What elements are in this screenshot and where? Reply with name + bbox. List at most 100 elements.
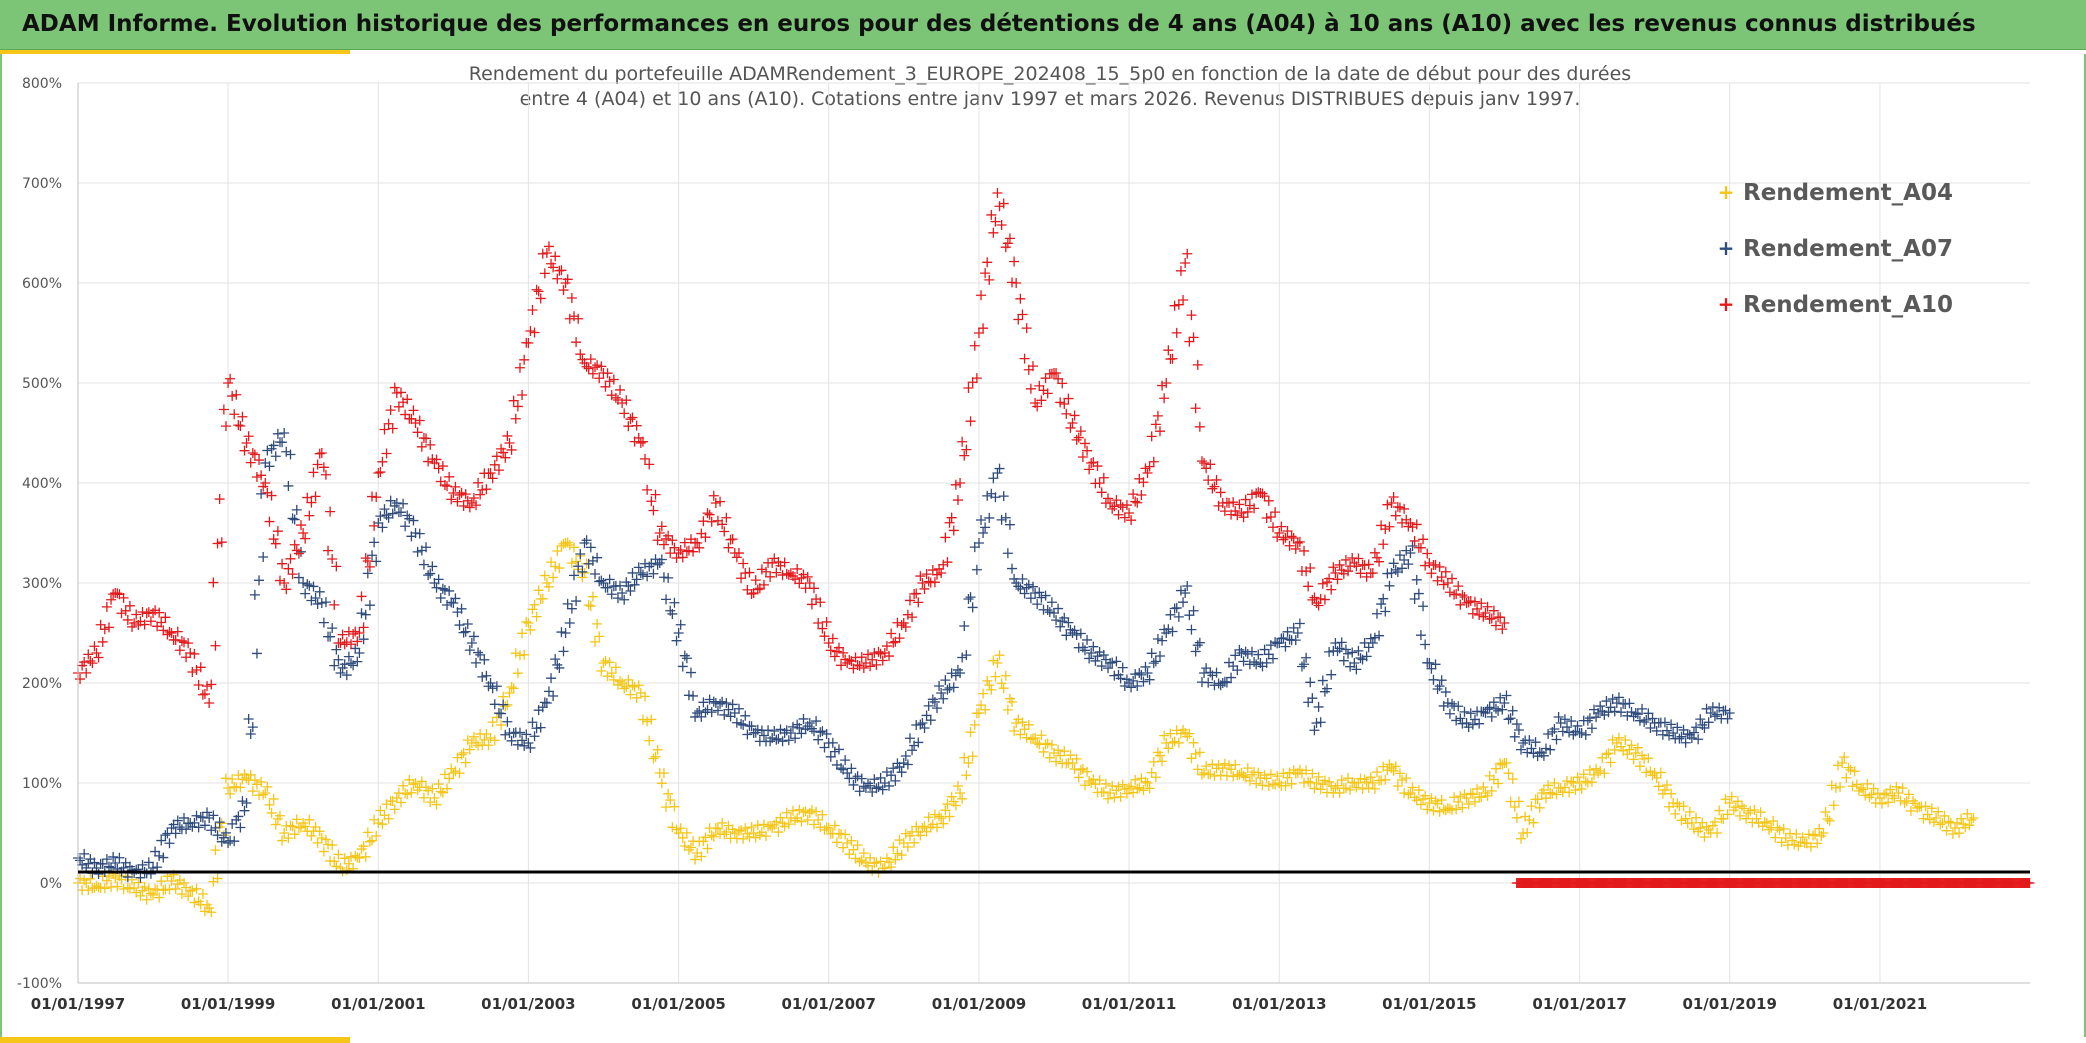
point-rendement-a04 <box>871 857 882 868</box>
point-rendement-a10 <box>1215 487 1226 498</box>
point-rendement-a10 <box>1011 278 1022 288</box>
point-rendement-a10 <box>97 636 108 647</box>
point-rendement-a10 <box>346 639 357 650</box>
y-tick-label: 500% <box>22 376 62 392</box>
point-rendement-a07 <box>808 726 819 737</box>
point-rendement-a10 <box>425 439 436 450</box>
point-rendement-a04 <box>955 788 966 798</box>
point-rendement-a07 <box>671 635 682 646</box>
point-rendement-a10 <box>179 637 190 648</box>
point-rendement-a10 <box>1117 502 1128 513</box>
point-rendement-a10 <box>439 479 450 490</box>
point-rendement-a07 <box>1263 649 1274 660</box>
point-rendement-a04 <box>1015 729 1026 740</box>
point-rendement-a04 <box>869 858 880 869</box>
point-rendement-a10 <box>143 607 154 618</box>
point-rendement-a10 <box>1228 497 1239 508</box>
point-rendement-a10 <box>487 473 498 484</box>
point-rendement-a10 <box>921 569 932 580</box>
point-rendement-a07 <box>79 848 90 859</box>
point-rendement-a04 <box>661 802 672 813</box>
point-rendement-a10 <box>1440 566 1451 577</box>
point-rendement-a04 <box>148 890 159 900</box>
point-rendement-a07 <box>1305 677 1316 688</box>
point-rendement-a04 <box>1324 776 1335 787</box>
point-rendement-a10 <box>896 620 907 631</box>
point-rendement-a10 <box>1486 613 1497 624</box>
point-rendement-a07 <box>391 498 402 508</box>
point-rendement-a07 <box>938 693 949 704</box>
point-rendement-a04 <box>646 714 657 725</box>
point-rendement-a04 <box>1653 781 1664 792</box>
point-rendement-a07 <box>998 491 1009 502</box>
point-rendement-a10 <box>491 451 502 462</box>
point-rendement-a04 <box>1964 820 1975 831</box>
point-rendement-a07 <box>723 704 734 715</box>
point-rendement-a10 <box>815 597 826 608</box>
point-rendement-a04 <box>1228 771 1239 782</box>
point-rendement-a04 <box>389 804 400 815</box>
point-rendement-a07 <box>946 668 957 679</box>
point-rendement-a04 <box>1332 780 1343 791</box>
point-rendement-a04 <box>101 875 112 886</box>
point-rendement-a10 <box>1136 489 1147 500</box>
point-rendement-a10 <box>1040 373 1051 384</box>
point-rendement-a07 <box>1282 626 1293 637</box>
point-rendement-a07 <box>500 729 511 740</box>
point-rendement-a10 <box>295 520 306 531</box>
point-rendement-a07 <box>1211 667 1222 678</box>
point-rendement-a07 <box>1424 658 1435 668</box>
point-rendement-a10 <box>1196 456 1207 467</box>
point-rendement-a10 <box>458 501 469 512</box>
point-rendement-a07 <box>715 698 726 709</box>
point-rendement-a10 <box>243 431 254 442</box>
point-rendement-a04 <box>429 793 440 803</box>
point-rendement-a04 <box>982 675 993 686</box>
point-rendement-a07 <box>594 576 605 587</box>
point-rendement-a07 <box>1049 608 1059 618</box>
point-rendement-a04 <box>790 815 801 826</box>
point-rendement-a10 <box>116 608 127 619</box>
point-rendement-a10 <box>158 625 169 636</box>
point-rendement-a04 <box>1947 828 1958 839</box>
point-rendement-a10 <box>323 545 334 556</box>
point-rendement-a04 <box>1920 801 1931 812</box>
point-rendement-a10 <box>829 651 840 662</box>
point-rendement-a10 <box>619 408 630 419</box>
point-rendement-a10 <box>444 471 455 482</box>
point-rendement-a07 <box>988 473 999 484</box>
point-rendement-a04 <box>1572 772 1583 783</box>
point-rendement-a04 <box>1734 810 1745 821</box>
point-rendement-a07 <box>223 838 234 848</box>
point-rendement-a04 <box>1146 767 1157 778</box>
point-rendement-a07 <box>1301 652 1312 663</box>
point-rendement-a10 <box>944 517 955 528</box>
point-zero-series <box>2024 878 2035 888</box>
point-rendement-a07 <box>412 546 423 557</box>
point-rendement-a04 <box>170 883 181 894</box>
chart-title-line1: Rendement du portefeuille ADAMRendement_… <box>468 63 1632 85</box>
point-rendement-a04 <box>1065 750 1076 761</box>
point-rendement-a04 <box>1609 744 1620 755</box>
point-rendement-a07 <box>289 514 300 525</box>
point-rendement-a10 <box>804 578 815 588</box>
point-rendement-a04 <box>1952 817 1963 828</box>
point-rendement-a07 <box>1203 677 1214 688</box>
point-rendement-a07 <box>310 593 321 604</box>
point-rendement-a10 <box>756 564 767 575</box>
point-rendement-a04 <box>1009 726 1020 737</box>
point-rendement-a10 <box>710 498 721 508</box>
point-rendement-a10 <box>249 449 260 460</box>
point-rendement-a04 <box>652 744 663 755</box>
point-rendement-a04 <box>1130 774 1141 785</box>
point-rendement-a07 <box>1053 603 1064 614</box>
point-rendement-a07 <box>179 812 190 823</box>
point-rendement-a10 <box>957 436 968 447</box>
point-rendement-a10 <box>412 427 423 438</box>
point-rendement-a04 <box>1036 730 1047 741</box>
point-rendement-a10 <box>314 448 325 459</box>
point-rendement-a04 <box>1666 788 1677 799</box>
point-rendement-a04 <box>1476 792 1487 803</box>
point-rendement-a07 <box>1605 702 1616 713</box>
point-rendement-a04 <box>383 813 394 824</box>
